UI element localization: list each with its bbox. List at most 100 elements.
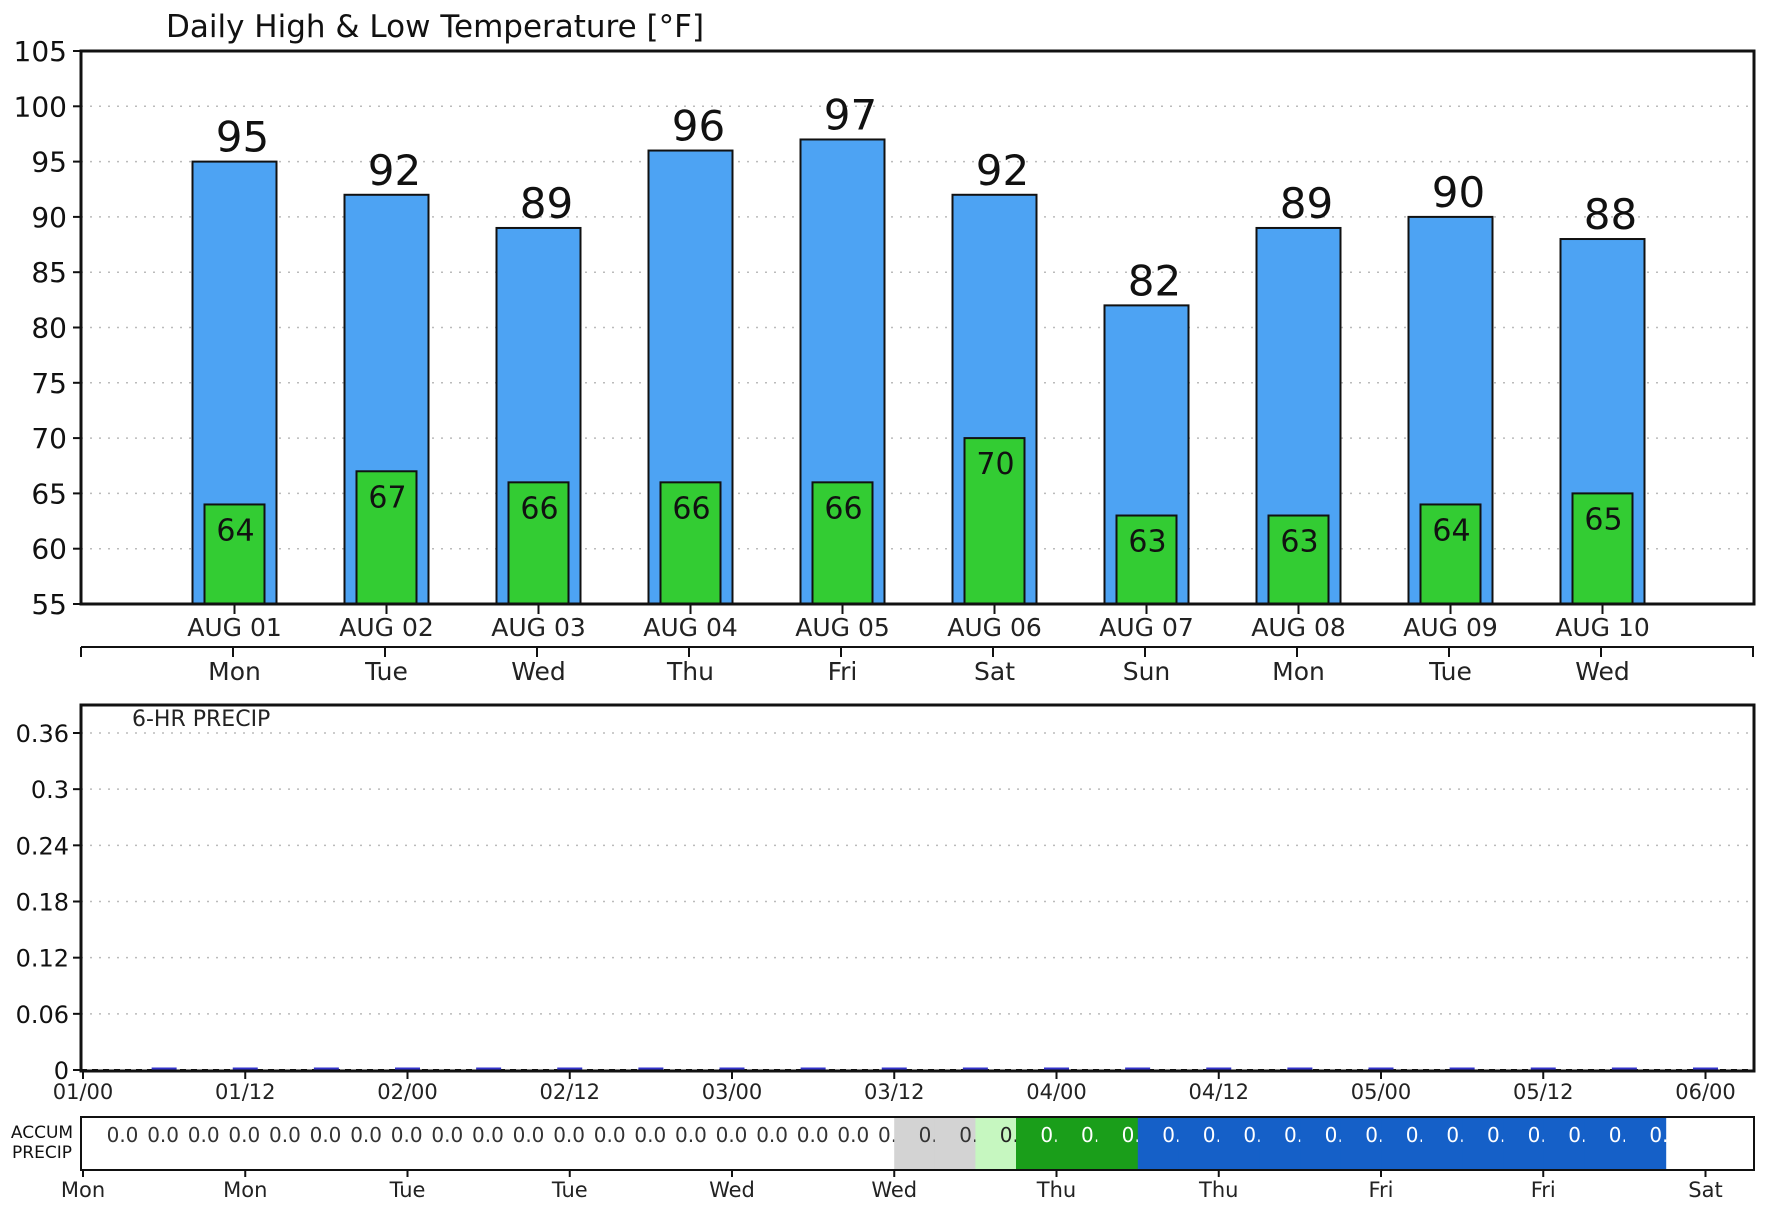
weekday-label: Sun — [1123, 657, 1171, 686]
precip-x-tick-label: 05/00 — [1351, 1080, 1412, 1104]
accum-precip-cell — [1097, 1118, 1139, 1169]
accum-precip-cell — [894, 1118, 936, 1169]
low-temp-label: 66 — [824, 491, 862, 526]
precip-x-tick-label: 02/12 — [539, 1080, 600, 1104]
date-label: AUG 08 — [1251, 613, 1346, 642]
precip-x-axis: 01/00 01/12 02/00 02/12 03/00 03/12 04/00 04/12… — [53, 1071, 1736, 1104]
high-temp-label: 82 — [1128, 256, 1181, 305]
accum-weekday-label: Mon — [223, 1178, 267, 1202]
accum-precip-value: 0.6 — [1649, 1123, 1681, 1147]
accum-row-label-line: ACCUM — [11, 1123, 73, 1143]
precip-chart-title: 6-HR PRECIP — [132, 707, 270, 732]
accum-weekday-label: Wed — [871, 1178, 917, 1202]
low-temp-bar — [1115, 514, 1178, 606]
accum-precip-cell — [1340, 1118, 1382, 1169]
accum-precip-value: 0.0 — [756, 1123, 788, 1147]
precip-x-tick-label: 04/12 — [1188, 1080, 1249, 1104]
temperature-y-tick-label: 105 — [14, 35, 67, 68]
low-temp-bar — [1267, 514, 1330, 606]
low-temp-bar — [355, 470, 418, 605]
accum-precip-cell — [934, 1118, 976, 1169]
accum-precip-value: 0.0 — [594, 1123, 626, 1147]
accum-precip-value: 0.0 — [391, 1123, 423, 1147]
low-temp-label: 64 — [1432, 513, 1470, 548]
low-temp-bar — [203, 503, 266, 605]
high-temp-label: 96 — [672, 102, 725, 151]
accum-precip-value: 0.0 — [513, 1123, 545, 1147]
accum-precip-value: 0.0 — [310, 1123, 342, 1147]
accum-precip-cell — [1259, 1118, 1301, 1169]
accum-precip-cell — [1300, 1118, 1342, 1169]
accum-weekday-label: Tue — [551, 1178, 588, 1202]
temperature-x-axis: AUG 01 Mon AUG 02 Tue AUG 03 Wed AUG 04 Thu AUG … — [80, 604, 1754, 686]
weekday-label: Thu — [666, 657, 714, 686]
accum-weekday-axis: MonMonTueTueWedWedThuThuFriFriSatSatSunS… — [61, 1170, 1723, 1202]
accum-precip-value: 0.0 — [350, 1123, 382, 1147]
low-temp-label: 63 — [1280, 525, 1318, 560]
accum-precip-cell — [1016, 1118, 1058, 1169]
accum-precip-value: 0.0 — [553, 1123, 585, 1147]
precip-x-tick-label: 02/00 — [377, 1080, 438, 1104]
low-temp-bar — [659, 481, 722, 605]
date-label: AUG 03 — [491, 613, 586, 642]
temperature-y-tick-label: 100 — [14, 90, 67, 123]
accum-precip-cell — [1422, 1118, 1464, 1169]
accum-weekday-label: Sat — [1688, 1178, 1722, 1202]
date-label: AUG 06 — [947, 613, 1042, 642]
weekday-label: Wed — [1575, 657, 1630, 686]
high-temp-label: 89 — [520, 179, 573, 228]
accum-weekday-label: Tue — [389, 1178, 426, 1202]
weekday-label: Mon — [208, 657, 261, 686]
accum-weekday-label: Thu — [1198, 1178, 1238, 1202]
temperature-y-tick-label: 55 — [31, 588, 67, 621]
date-label: AUG 10 — [1555, 613, 1650, 642]
precip-x-tick-label: 05/12 — [1513, 1080, 1574, 1104]
date-label: AUG 02 — [339, 613, 434, 642]
accum-precip-value: 0.0 — [797, 1123, 829, 1147]
temperature-y-tick-label: 75 — [31, 367, 67, 400]
accum-row-label-line: PRECIP — [12, 1143, 72, 1163]
low-temp-label: 70 — [976, 447, 1014, 482]
accum-precip-cell — [1381, 1118, 1423, 1169]
precip-y-tick-label: 0.18 — [16, 889, 69, 917]
low-temp-label: 64 — [216, 513, 254, 548]
temperature-y-tick-label: 90 — [31, 201, 67, 234]
high-temp-label: 92 — [976, 146, 1029, 195]
temperature-y-axis: 55 60 65 70 75 80 85 90 95 100 105 — [14, 35, 81, 621]
high-temp-label: 89 — [1280, 179, 1333, 228]
date-label: AUG 01 — [187, 613, 282, 642]
weekday-label: Tue — [1428, 657, 1472, 686]
accum-weekday-label: Mon — [61, 1178, 105, 1202]
accum-precip-value: 0.0 — [675, 1123, 707, 1147]
accum-precip-value: 0.0 — [472, 1123, 504, 1147]
precip-bars — [151, 1067, 1718, 1071]
date-label: AUG 07 — [1099, 613, 1194, 642]
low-temp-bar — [963, 437, 1026, 605]
precip-x-tick-label: 06/00 — [1675, 1080, 1736, 1104]
temperature-panel: Daily High & Low Temperature [°F] 55 60 65… — [14, 9, 1756, 686]
precip-panel: 0 0.06 0.12 0.18 0.24 0.3 0.36 01/00 01/12 02/00… — [16, 703, 1756, 1104]
accum-precip-cell — [1137, 1118, 1179, 1169]
weekday-label: Tue — [364, 657, 408, 686]
low-temp-label: 65 — [1584, 502, 1622, 537]
temperature-y-tick-label: 65 — [31, 477, 67, 510]
date-label: AUG 09 — [1403, 613, 1498, 642]
temperature-y-tick-label: 85 — [31, 256, 67, 289]
accum-weekday-label: Fri — [1368, 1178, 1393, 1202]
precip-x-tick-label: 04/00 — [1026, 1080, 1087, 1104]
accum-precip-cell — [1178, 1118, 1220, 1169]
accum-precip-value: 0.0 — [188, 1123, 220, 1147]
high-temp-label: 90 — [1432, 168, 1485, 217]
high-temp-label: 95 — [216, 113, 269, 162]
low-temp-label: 67 — [368, 480, 406, 515]
precip-y-tick-label: 0.06 — [16, 1001, 69, 1029]
date-label: AUG 04 — [643, 613, 738, 642]
precip-x-tick-label: 03/12 — [864, 1080, 925, 1104]
high-temp-label: 88 — [1584, 190, 1637, 239]
temperature-y-tick-label: 80 — [31, 312, 67, 345]
temperature-chart-title: Daily High & Low Temperature [°F] — [166, 9, 704, 45]
